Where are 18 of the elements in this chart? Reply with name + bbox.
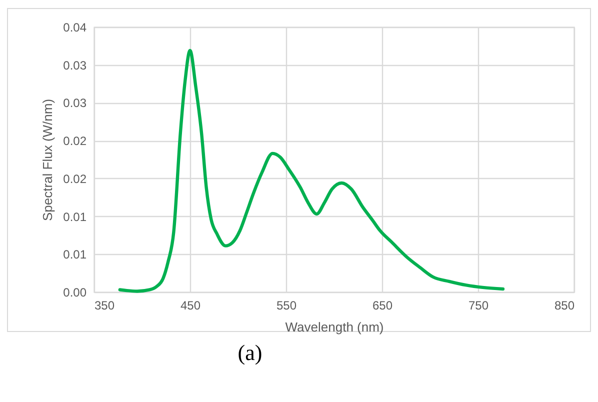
x-tick-label: 550: [276, 298, 297, 312]
y-tick-label: 0.00: [63, 286, 87, 300]
text: (a): [236, 340, 264, 366]
x-tick-label: 450: [180, 298, 201, 312]
x-tick-label: 650: [372, 298, 393, 312]
y-tick-label: 0.01: [63, 210, 87, 224]
y-tick-label: 0.04: [63, 20, 87, 34]
y-tick-label: 0.03: [63, 58, 87, 72]
x-tick-label: 350: [94, 298, 115, 312]
y-tick-label: 0.01: [63, 248, 87, 262]
y-tick-label: 0.02: [63, 172, 87, 186]
y-tick-label: 0.03: [63, 96, 87, 110]
y-tick-label: 0.02: [63, 134, 87, 148]
x-tick-label: 850: [554, 298, 575, 312]
line-series: [118, 48, 505, 293]
y-axis-title: Spectral Flux (W/nm): [40, 98, 56, 222]
x-axis-title: Wavelength (nm): [285, 320, 384, 334]
x-tick-label: 750: [468, 298, 489, 312]
